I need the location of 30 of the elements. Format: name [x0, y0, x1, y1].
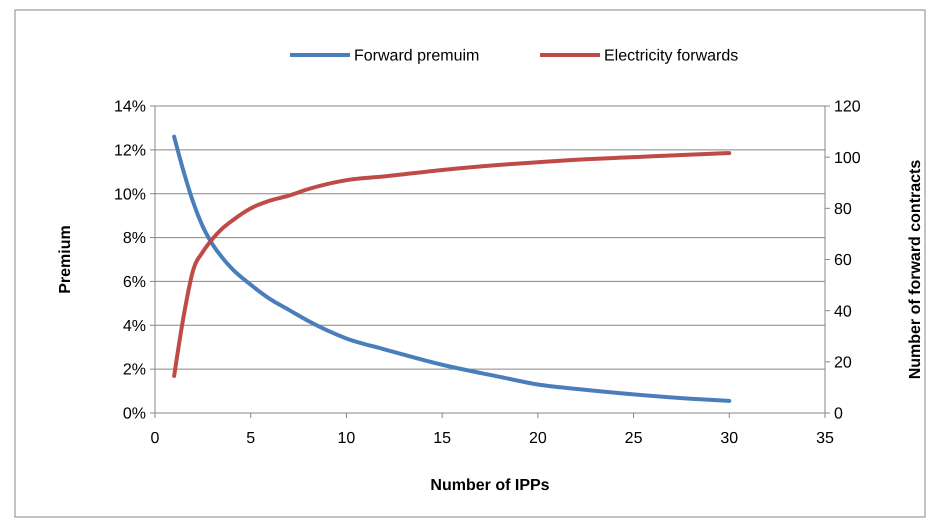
x-tick-label: 15: [433, 430, 452, 447]
y2-tick-label: 60: [834, 252, 852, 270]
y2-axis-title: Number of forward contracts: [907, 160, 924, 380]
y-tick-label: 10%: [114, 186, 146, 204]
x-tick-label: 25: [624, 430, 643, 447]
y-tick-label: 8%: [122, 230, 146, 248]
y-tick-label: 0%: [122, 406, 146, 423]
x-tick-label: 30: [720, 430, 738, 447]
y-tick-label: 14%: [114, 98, 146, 116]
legend-label: Electricity forwards: [604, 48, 738, 65]
x-tick-label: 35: [816, 430, 834, 447]
y-tick-label: 2%: [122, 362, 146, 379]
y-axis-title: Premium: [57, 225, 74, 294]
x-tick-label: 20: [528, 430, 547, 447]
x-axis-title: Number of IPPs: [430, 477, 550, 494]
y2-tick-label: 40: [834, 303, 852, 320]
y2-tick-label: 120: [834, 98, 861, 116]
x-tick-label: 5: [246, 430, 256, 447]
y2-tick-label: 80: [834, 200, 852, 218]
y2-tick-label: 100: [834, 150, 861, 167]
y2-tick-label: 0: [834, 406, 843, 423]
legend-label: Forward premuim: [354, 48, 480, 65]
y-tick-label: 12%: [114, 142, 146, 160]
x-tick-label: 0: [150, 430, 160, 447]
y2-tick-label: 20: [834, 354, 852, 372]
y-tick-label: 6%: [122, 274, 146, 292]
line-series: [172, 134, 732, 403]
line-series: [172, 151, 732, 378]
y-tick-label: 4%: [122, 318, 146, 335]
x-tick-label: 10: [338, 430, 356, 447]
